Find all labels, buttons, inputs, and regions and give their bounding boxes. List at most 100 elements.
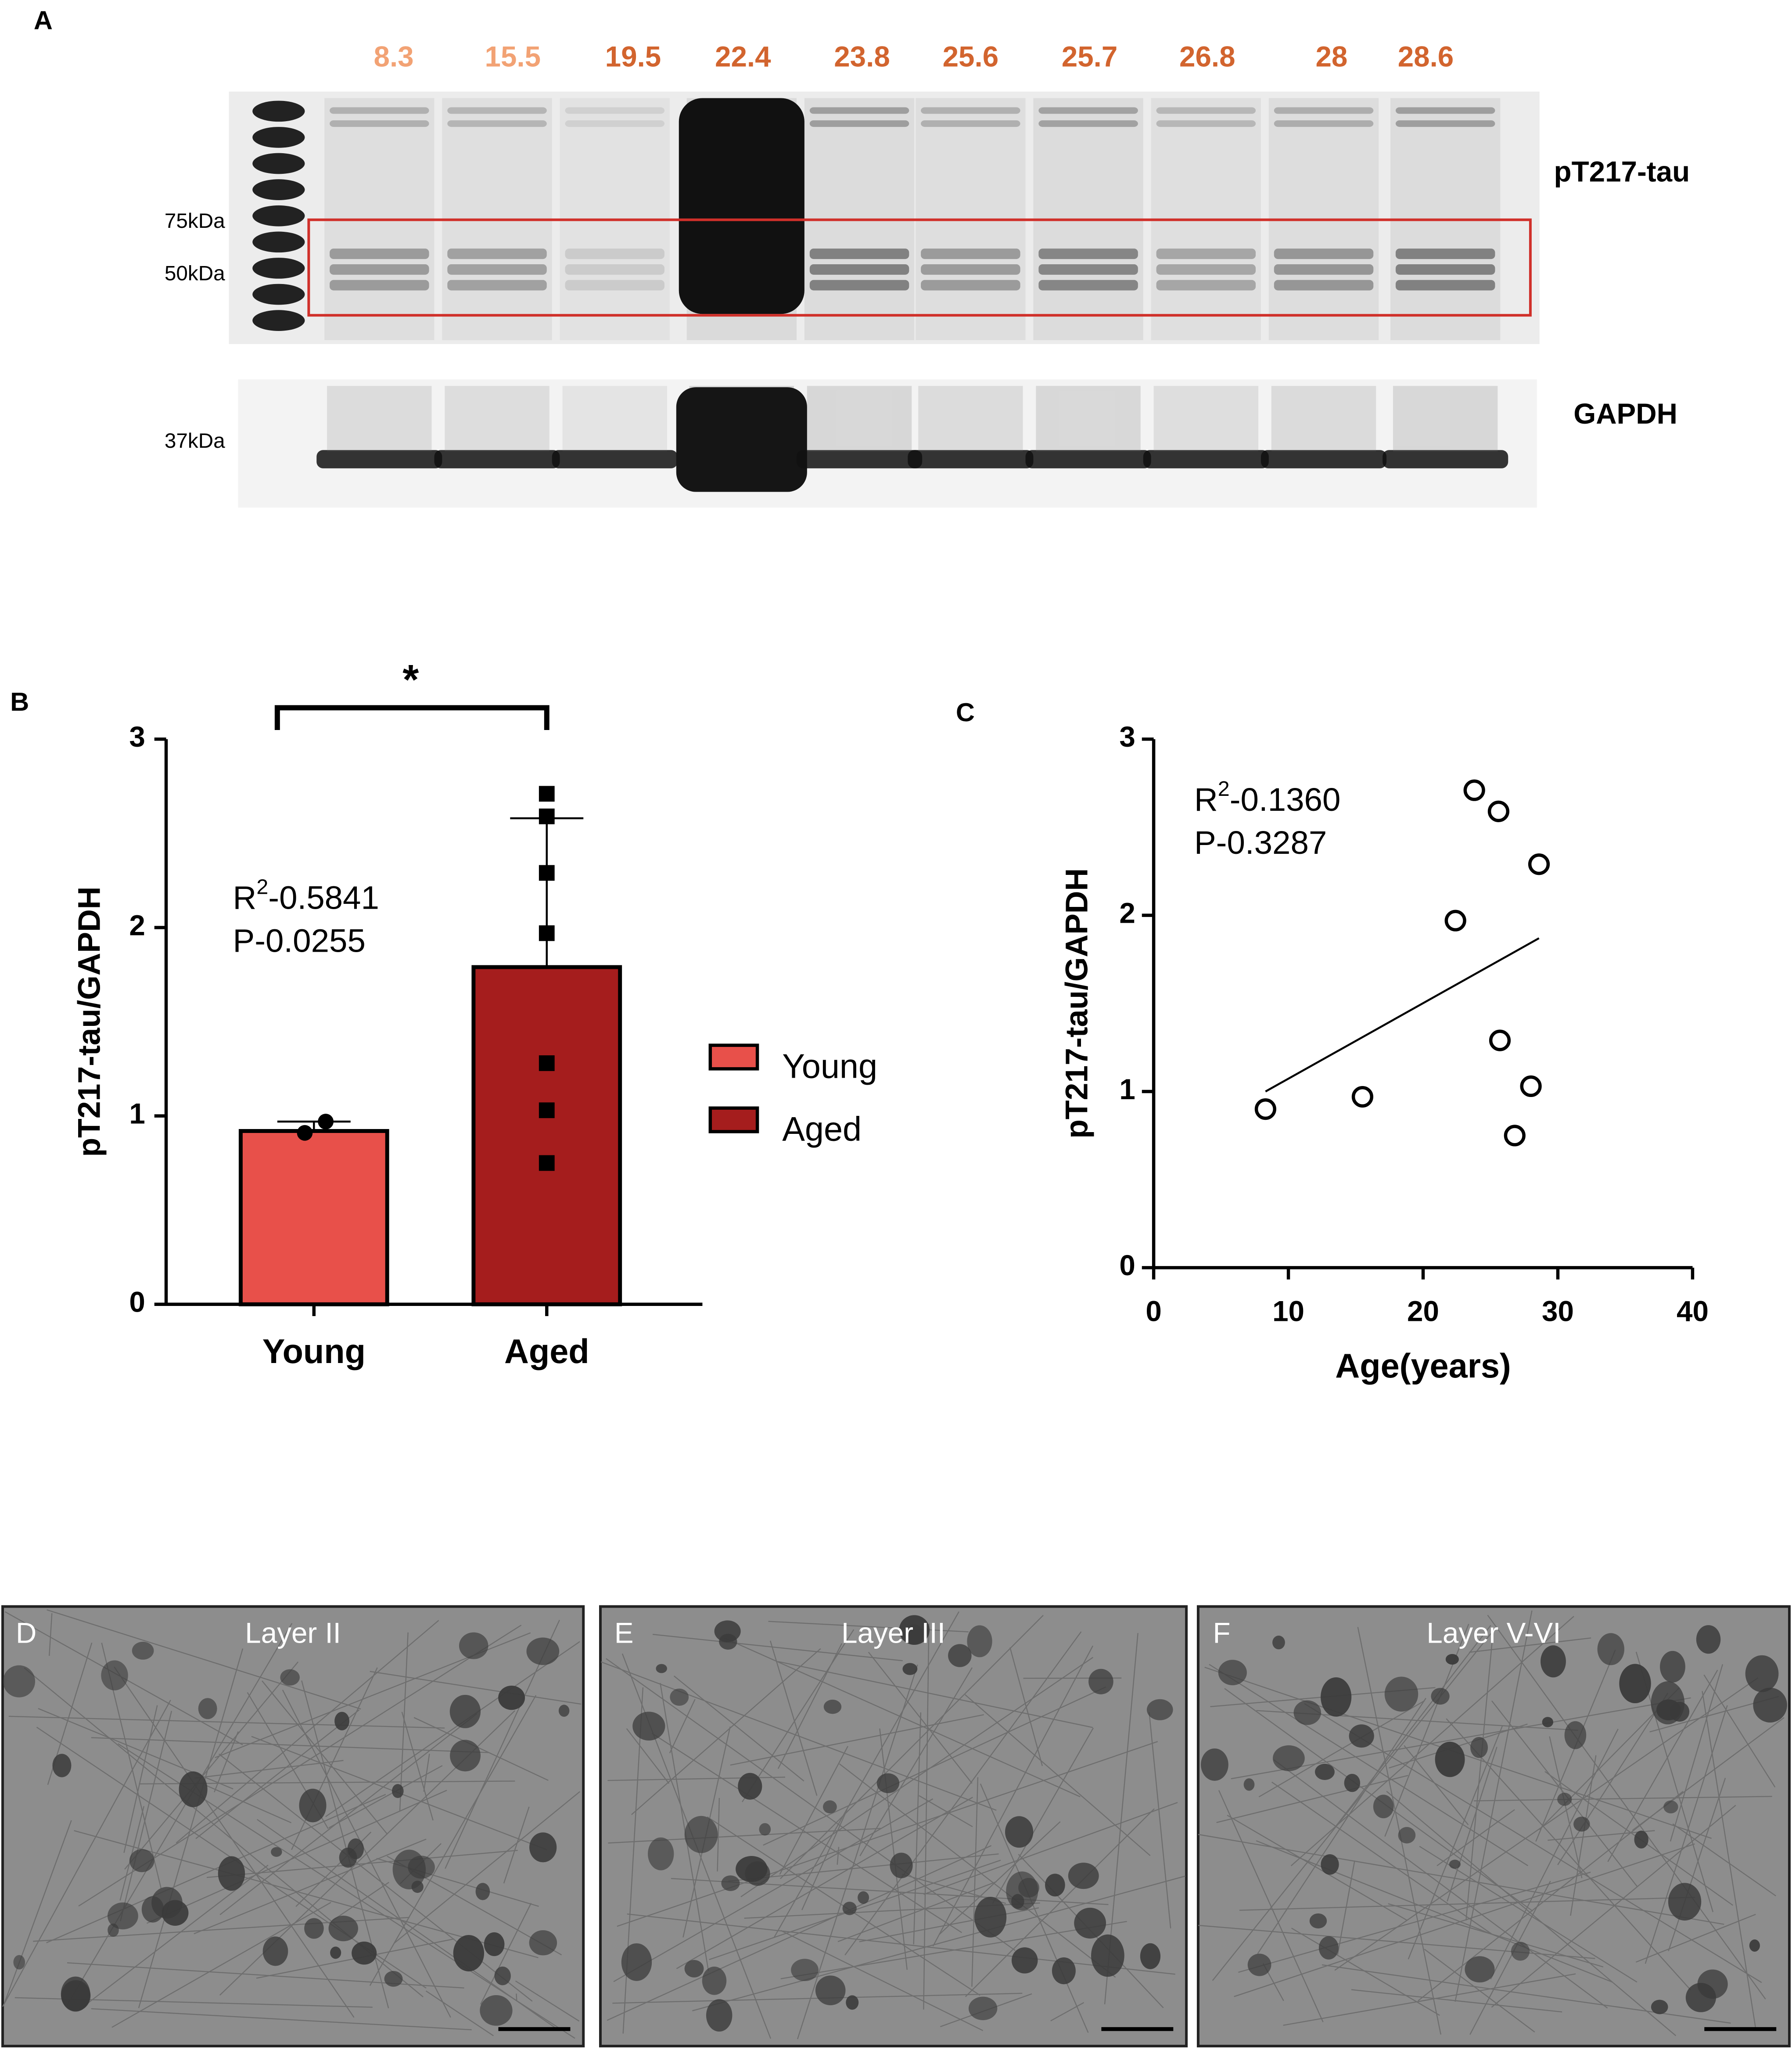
- cell: [1321, 1677, 1352, 1717]
- panel-label: C: [956, 698, 975, 727]
- bar: [238, 1129, 389, 1306]
- gapdh-band: [797, 450, 923, 468]
- blot-band: [447, 120, 547, 127]
- cell: [1074, 1907, 1106, 1939]
- cell: [108, 1923, 119, 1937]
- blot-band: [330, 120, 429, 127]
- cell: [179, 1771, 208, 1807]
- fiber: [423, 1753, 430, 1792]
- fiber: [4, 1820, 72, 2003]
- fiber: [74, 1830, 539, 1958]
- fiber: [613, 1798, 934, 1982]
- gapdh-smear: [1036, 386, 1141, 452]
- cell: [791, 1959, 819, 1981]
- cell: [1018, 1878, 1039, 1898]
- blot-band: [1156, 248, 1256, 259]
- annotation-sup: 2: [256, 875, 268, 899]
- fiber: [660, 1683, 709, 1971]
- fiber: [194, 1760, 344, 1779]
- blot-band: [330, 107, 429, 114]
- blot-band: [1274, 280, 1374, 291]
- gapdh-band: [1143, 450, 1269, 468]
- cell: [1445, 1654, 1459, 1665]
- fiber: [1334, 1677, 1759, 1971]
- data-point: [1444, 910, 1466, 931]
- y-tick-label: 1: [129, 1097, 145, 1129]
- cell: [948, 1644, 972, 1667]
- fiber: [844, 1631, 1082, 1956]
- cell: [1068, 1863, 1099, 1889]
- fiber: [1607, 1669, 1718, 1862]
- fiber: [777, 1643, 843, 1769]
- cell: [823, 1800, 837, 1814]
- cell: [1091, 1934, 1124, 1977]
- gapdh-band: [908, 450, 1034, 468]
- gapdh-smear: [1153, 386, 1259, 452]
- cell: [858, 1891, 869, 1904]
- blot-band: [809, 107, 909, 114]
- gapdh-band: [1261, 450, 1387, 468]
- blot-band: [330, 264, 429, 275]
- cell: [480, 1995, 513, 2026]
- blot-band: [809, 280, 909, 291]
- fiber: [612, 1992, 1023, 2004]
- cell: [1670, 1701, 1690, 1722]
- ladder-band: [252, 310, 305, 331]
- blot-band: [921, 248, 1020, 259]
- blot-band: [1395, 120, 1495, 127]
- y-tick-label: 0: [1119, 1249, 1135, 1281]
- y-tick-label: 1: [1119, 1073, 1135, 1105]
- gapdh-smear: [918, 386, 1023, 452]
- fiber: [325, 1641, 580, 1817]
- annotation: R2-0.1360: [1194, 777, 1340, 818]
- blot-band: [1395, 248, 1495, 259]
- gapdh-smear: [327, 386, 432, 452]
- fiber: [46, 1794, 386, 1943]
- blot-band: [565, 107, 665, 114]
- fiber: [111, 1902, 331, 2028]
- cell: [198, 1698, 217, 1719]
- cell: [1753, 1687, 1787, 1723]
- legend-swatch: [708, 1043, 759, 1071]
- x-tick-label: Aged: [504, 1333, 589, 1370]
- cell: [648, 1837, 674, 1870]
- cell: [218, 1856, 245, 1891]
- fiber: [1218, 1790, 1324, 2022]
- cell: [1243, 1778, 1255, 1791]
- lane-label: 25.7: [1062, 40, 1118, 72]
- ladder-band: [252, 101, 305, 122]
- y-axis-label: pT217-tau/GAPDH: [1059, 868, 1095, 1139]
- fit-line: [1265, 937, 1540, 1093]
- fiber: [1404, 1745, 1469, 1825]
- fiber: [778, 1661, 1093, 1728]
- lane-label: 28: [1315, 40, 1347, 72]
- fiber: [195, 1709, 360, 1839]
- x-tick-label: Young: [262, 1333, 366, 1370]
- fiber: [923, 1623, 930, 2010]
- fiber: [1209, 1664, 1528, 1867]
- cell: [352, 1941, 377, 1965]
- mw-marker: 50kDa: [165, 262, 225, 285]
- cell: [334, 1712, 350, 1730]
- fiber: [837, 1881, 997, 1942]
- cell: [702, 1966, 727, 1995]
- blot-band: [1274, 120, 1374, 127]
- fiber: [651, 1733, 962, 1933]
- cell: [328, 1916, 358, 1942]
- cell: [621, 1943, 652, 1981]
- fiber: [913, 1712, 922, 1945]
- cell: [1247, 1953, 1271, 1976]
- cell: [162, 1900, 189, 1926]
- fiber: [673, 1676, 804, 1782]
- cell: [52, 1754, 72, 1777]
- cell: [902, 1663, 918, 1675]
- fiber: [1408, 1726, 1503, 1960]
- lane-label: 22.4: [715, 40, 771, 72]
- blot-band: [809, 248, 909, 259]
- cell: [1663, 1800, 1678, 1813]
- fiber: [124, 1662, 299, 1870]
- cell: [670, 1688, 689, 1706]
- cell: [714, 1620, 741, 1642]
- legend-swatch: [708, 1106, 759, 1133]
- fiber: [965, 1694, 1151, 1856]
